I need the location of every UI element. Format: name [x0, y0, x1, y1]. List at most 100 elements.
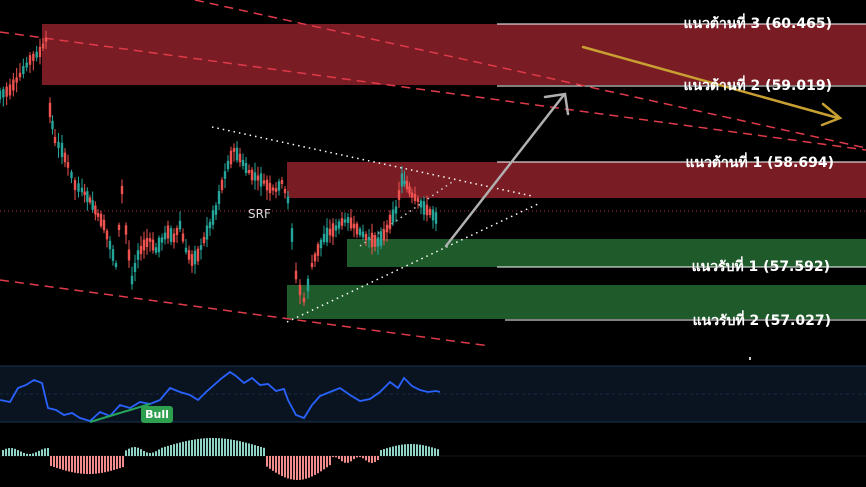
histogram-bar [110, 456, 112, 471]
histogram-bar [11, 448, 13, 456]
candle-body [340, 218, 344, 226]
candle-body [405, 180, 409, 190]
candle-body [376, 237, 380, 247]
histogram-bar [86, 456, 88, 474]
histogram-bar [29, 453, 31, 456]
support-label-1: แนวรับที่ 1 (57.592) [692, 256, 830, 275]
histogram-bar [170, 445, 172, 456]
histogram-bar [143, 450, 145, 456]
candle-body [403, 180, 406, 185]
histogram-bar [371, 456, 373, 463]
candle-body [96, 213, 100, 217]
candle-body [51, 120, 54, 130]
candle-body [169, 228, 173, 242]
candle-body [83, 191, 86, 195]
candle-body [163, 232, 167, 240]
candle-body [416, 198, 420, 202]
candle-body [130, 275, 134, 285]
histogram-bar [281, 456, 283, 477]
histogram-bar [224, 438, 226, 456]
histogram-bar [83, 456, 85, 474]
histogram-bar [50, 456, 52, 466]
histogram-bar [236, 440, 238, 456]
candle-body [199, 245, 203, 250]
histogram-bar [17, 450, 19, 456]
rsi-pane: Bull [0, 365, 866, 423]
candle-body [294, 270, 298, 280]
candles [0, 30, 438, 306]
candle-body [5, 86, 8, 97]
histogram-bar [182, 441, 184, 456]
histogram-bar [323, 456, 325, 470]
histogram-bar [5, 448, 7, 456]
histogram-bar [80, 456, 82, 474]
histogram-bar [377, 456, 379, 460]
histogram-bar [254, 445, 256, 456]
candle-body [38, 46, 42, 58]
support-zone-2 [287, 285, 866, 319]
candle-body [154, 247, 158, 253]
histogram-bar [410, 444, 412, 456]
descending-channel [0, 0, 866, 347]
histogram-bar [35, 452, 37, 456]
histogram-bar [167, 445, 169, 456]
forecast-up-arrow-head [543, 92, 570, 116]
histogram-bar [53, 456, 55, 467]
candle-body [108, 240, 112, 250]
histogram-bar [194, 439, 196, 456]
histogram-bar [383, 449, 385, 456]
histogram-bar [176, 443, 178, 456]
candle-body [124, 225, 128, 235]
candle-body [60, 142, 64, 158]
level-lines [497, 23, 866, 321]
candle-body [0, 90, 2, 100]
candle-body [410, 192, 414, 198]
histogram-bar [359, 456, 361, 458]
histogram-bar [68, 456, 70, 472]
candle-body [434, 212, 438, 224]
candle-body [8, 84, 12, 96]
candle-body [419, 200, 423, 208]
candle-body [145, 237, 149, 248]
candle-body [205, 225, 209, 240]
resistance-zone-3 [42, 24, 866, 85]
candle-body [397, 190, 401, 200]
histogram-bar [71, 456, 73, 473]
candle-body [337, 221, 341, 229]
candle-body [422, 201, 426, 215]
histogram-bar [368, 456, 370, 463]
histogram-bar [365, 456, 367, 461]
candle-body [358, 228, 362, 236]
histogram-bar [146, 452, 148, 456]
histogram-bar [95, 456, 97, 474]
candle-body [160, 237, 164, 243]
histogram-bar [413, 444, 415, 456]
candle-body [80, 187, 84, 193]
candle-body [352, 223, 356, 229]
candle-body [77, 183, 80, 192]
histogram-bar [245, 442, 247, 456]
candle-body [262, 180, 266, 184]
forecast-arrows [444, 45, 843, 248]
histogram-bar [140, 449, 142, 456]
histogram-bar [314, 456, 316, 475]
histogram-bar [38, 450, 40, 456]
histogram-bar [221, 438, 223, 456]
candle-body [290, 228, 294, 242]
histogram-bar [218, 438, 220, 456]
histogram-bar [362, 456, 364, 459]
histogram-bar [137, 447, 139, 456]
candle-body [25, 62, 28, 68]
histogram-bar [242, 441, 244, 456]
candle-body [256, 175, 260, 181]
candle-body [94, 205, 97, 215]
candle-body [88, 197, 92, 203]
rsi-divergence-line [89, 403, 151, 423]
candle-body [187, 250, 191, 260]
candle-body [310, 262, 314, 268]
histogram-bar [284, 456, 286, 478]
histogram-bar [98, 456, 100, 474]
histogram-bar [344, 456, 346, 463]
candle-body [355, 223, 359, 235]
candle-body [214, 205, 218, 215]
